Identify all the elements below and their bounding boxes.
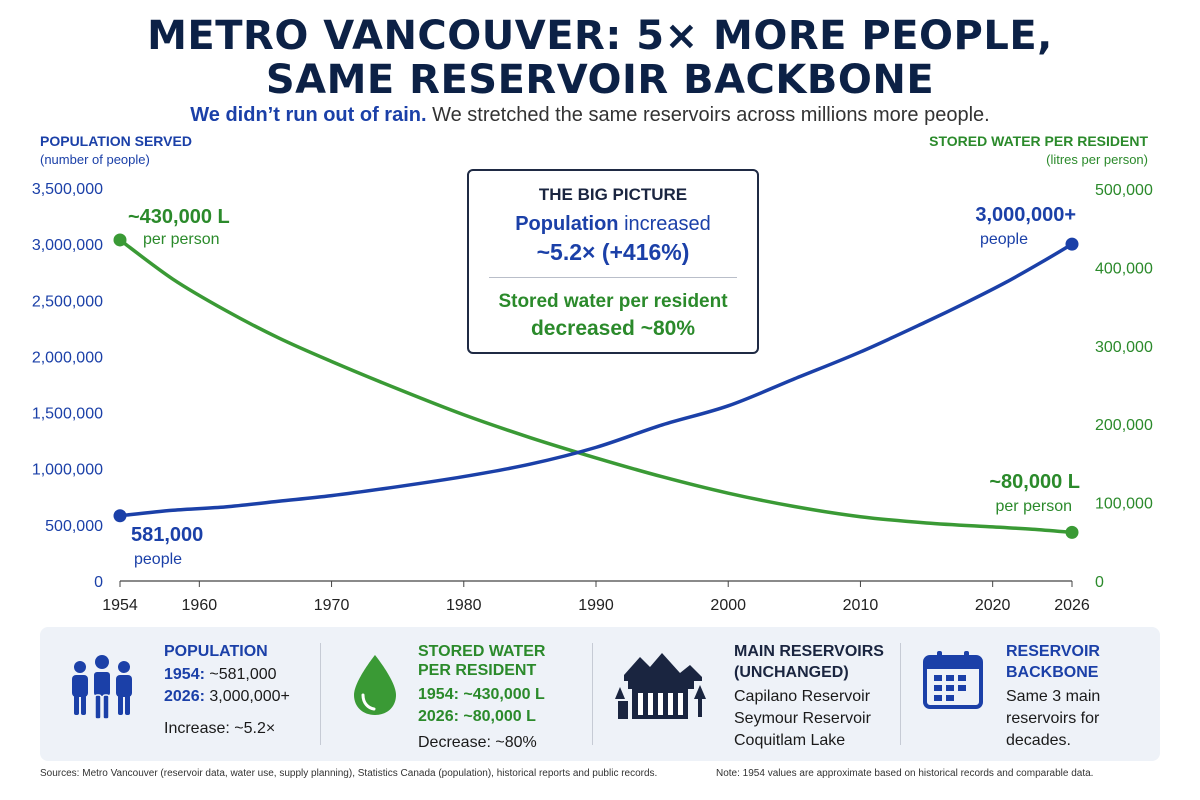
water-start-label: ~430,000 L xyxy=(128,206,230,228)
subtitle-rest: We stretched the same reservoirs across … xyxy=(426,104,990,126)
panel-divider xyxy=(900,643,901,745)
x-tick-label: 2000 xyxy=(710,597,746,614)
right-y-tick-label: 100,000 xyxy=(1095,496,1153,513)
water-per-resident-line xyxy=(118,238,1074,535)
water-panel-heading-line-2: PER RESIDENT xyxy=(418,662,537,679)
population-line xyxy=(118,242,1074,518)
x-tick-label: 2020 xyxy=(975,597,1011,614)
backbone-text-line: reservoirs for xyxy=(1006,710,1100,727)
footer-sources: Sources: Metro Vancouver (reservoir data… xyxy=(40,768,658,779)
population-1954-value: ~581,000 xyxy=(204,666,277,683)
reservoir-item: Seymour Reservoir xyxy=(734,710,871,727)
backbone-text-line: Same 3 main xyxy=(1006,688,1101,705)
water-end-sublabel: per person xyxy=(996,498,1073,515)
water-end-point xyxy=(1065,525,1079,539)
population-1954-label: 1954: xyxy=(164,666,205,683)
backbone-panel-heading-line-1: RESERVOIR xyxy=(1006,643,1100,660)
reservoir-item: Capilano Reservoir xyxy=(734,688,871,705)
summary-panel: POPULATION 1954: ~581,000 2026: 3,000,00… xyxy=(40,627,1160,761)
water-drop-icon xyxy=(354,655,396,715)
big-picture-population-change: ~5.2× (+416%) xyxy=(536,239,690,265)
right-y-tick-label: 200,000 xyxy=(1095,417,1153,434)
left-y-tick-label: 500,000 xyxy=(45,518,103,535)
big-picture-divider xyxy=(489,277,737,278)
water-start-sublabel: per person xyxy=(143,231,220,248)
water-decrease: Decrease: ~80% xyxy=(418,734,537,751)
x-tick-label: 2010 xyxy=(843,597,879,614)
x-tick-label: 1970 xyxy=(314,597,350,614)
big-picture-box: THE BIG PICTURE Population increased ~5.… xyxy=(467,169,759,354)
big-picture-water-change: decreased ~80% xyxy=(530,317,696,340)
right-y-tick-label: 0 xyxy=(1095,574,1104,591)
population-start-label: 581,000 xyxy=(131,524,203,546)
left-y-tick-label: 1,000,000 xyxy=(32,462,103,479)
backbone-panel-heading-line-2: BACKBONE xyxy=(1006,664,1099,681)
page-subtitle: We didn’t run out of rain. We stretched … xyxy=(0,104,1180,127)
population-end-point xyxy=(1065,237,1079,251)
reservoirs-panel-heading-line-2: (UNCHANGED) xyxy=(734,664,849,681)
people-icon xyxy=(72,655,132,720)
water-start-point xyxy=(113,233,127,247)
left-y-tick-label: 0 xyxy=(94,574,103,591)
right-y-tick-label: 300,000 xyxy=(1095,339,1153,356)
left-y-tick-label: 3,000,000 xyxy=(32,237,103,254)
population-start-point xyxy=(113,509,127,523)
left-axis-unit: (number of people) xyxy=(40,152,150,167)
left-axis-title: POPULATION SERVED xyxy=(40,133,192,149)
panel-divider xyxy=(320,643,321,745)
big-picture-title: THE BIG PICTURE xyxy=(538,185,688,204)
right-y-tick-label: 400,000 xyxy=(1095,260,1153,277)
right-y-tick-label: 500,000 xyxy=(1095,182,1153,199)
subtitle-lead: We didn’t run out of rain. xyxy=(190,104,427,126)
population-1954-row: 1954: ~581,000 xyxy=(164,664,277,686)
population-end-label: 3,000,000+ xyxy=(975,204,1076,226)
water-end-label: ~80,000 L xyxy=(989,471,1080,493)
left-y-tick-label: 2,500,000 xyxy=(32,293,103,310)
population-panel-heading: POPULATION xyxy=(164,643,268,660)
big-picture-population-word: Population xyxy=(515,213,619,235)
x-tick-label: 1954 xyxy=(102,597,138,614)
x-tick-label: 1960 xyxy=(182,597,218,614)
right-axis-title: STORED WATER PER RESIDENT xyxy=(929,133,1148,149)
left-y-tick-label: 3,500,000 xyxy=(32,181,103,198)
dam-icon xyxy=(615,653,706,719)
x-tick-label: 1990 xyxy=(578,597,614,614)
left-y-tick-label: 1,500,000 xyxy=(32,406,103,423)
x-tick-label: 1980 xyxy=(446,597,482,614)
big-picture-population-label: Population increased xyxy=(469,213,757,236)
water-1954-value: 1954: ~430,000 L xyxy=(418,686,545,703)
reservoir-item: Coquitlam Lake xyxy=(734,732,846,749)
water-2026-value: 2026: ~80,000 L xyxy=(418,708,536,725)
population-2026-label: 2026: xyxy=(164,688,205,705)
page-title-line-1: METRO VANCOUVER: 5× MORE PEOPLE, xyxy=(147,13,1053,59)
reservoirs-panel-heading-line-1: MAIN RESERVOIRS xyxy=(734,643,884,660)
footer-note: Note: 1954 values are approximate based … xyxy=(716,768,1094,779)
big-picture-increased-word: increased xyxy=(618,213,711,235)
big-picture-water-label: Stored water per resident xyxy=(498,291,728,312)
calendar-icon xyxy=(923,651,983,709)
population-water-chart: 0 500,000 1,000,000 1,500,000 2,000,000 2,500… xyxy=(32,181,1153,614)
population-2026-value: 3,000,000+ xyxy=(204,688,290,705)
page-title-line-2: SAME RESERVOIR BACKBONE xyxy=(265,57,935,103)
backbone-text-line: decades. xyxy=(1006,732,1071,749)
left-y-tick-label: 2,000,000 xyxy=(32,349,103,366)
population-end-sublabel: people xyxy=(980,231,1028,248)
population-increase: Increase: ~5.2× xyxy=(164,720,276,737)
population-start-sublabel: people xyxy=(134,551,182,568)
water-panel-heading-line-1: STORED WATER xyxy=(418,643,546,660)
right-axis-unit: (litres per person) xyxy=(1046,152,1148,167)
population-2026-row: 2026: 3,000,000+ xyxy=(164,686,290,708)
panel-divider xyxy=(592,643,593,745)
x-tick-label: 2026 xyxy=(1054,597,1090,614)
